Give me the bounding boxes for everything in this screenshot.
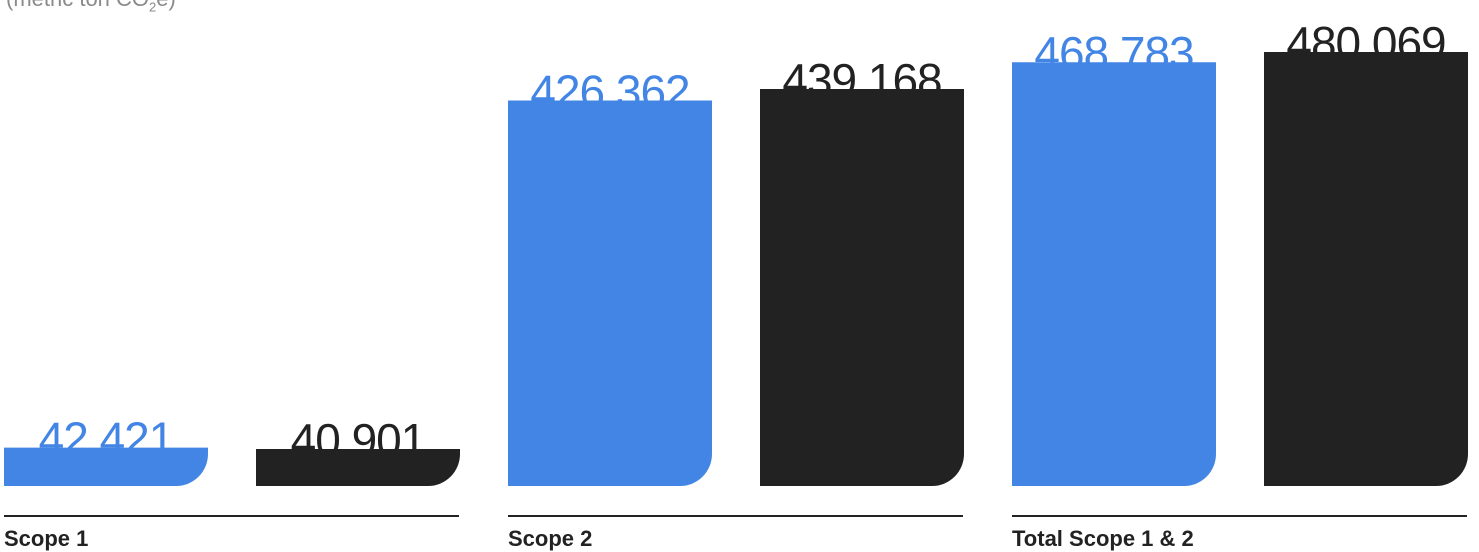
bar-value-label: 439.168 — [782, 54, 941, 106]
bar — [256, 449, 460, 486]
bar — [508, 100, 712, 486]
bar — [760, 88, 964, 486]
bar-value-label: 468.783 — [1034, 27, 1193, 79]
category-label: Total Scope 1 & 2 — [1012, 526, 1194, 551]
category-label: Scope 1 — [4, 526, 88, 551]
bar — [4, 447, 208, 486]
bar-value-label: 426.362 — [530, 66, 689, 118]
unit-label: (metric ton CO2e) — [6, 0, 176, 15]
bar-value-label: 42.421 — [39, 413, 174, 465]
category-label: Scope 2 — [508, 526, 592, 551]
bar-value-label: 40.901 — [291, 414, 426, 466]
bar-value-label: 480.069 — [1286, 17, 1445, 69]
bar — [1012, 62, 1216, 487]
bar — [1264, 52, 1468, 486]
